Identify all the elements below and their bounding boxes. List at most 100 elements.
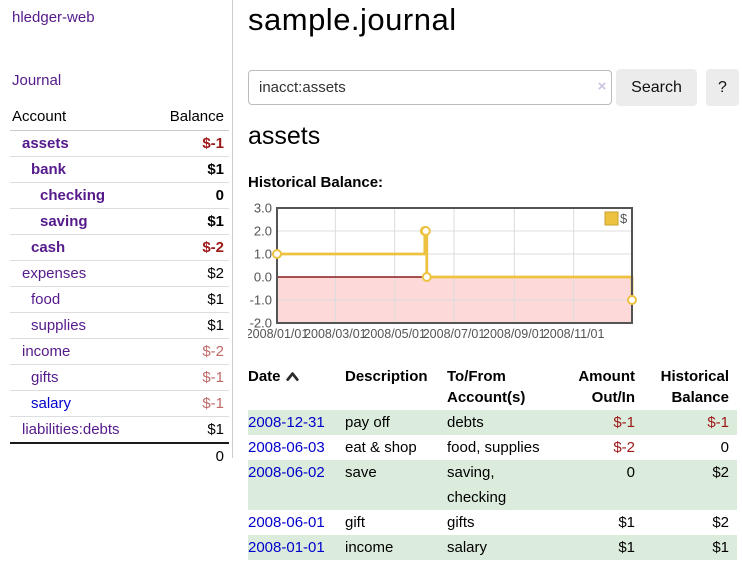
table-row: 2008-01-01 income salary $1 $1: [248, 535, 737, 560]
transaction-accounts: salary: [447, 539, 488, 556]
date-link[interactable]: 2008-12-31: [248, 414, 325, 431]
y-tick-label: 1.0: [254, 247, 272, 262]
transaction-balance: $2: [712, 464, 729, 481]
data-point-marker: [421, 272, 432, 282]
register-header-row: Date Description To/From Account(s) Amou…: [248, 364, 737, 410]
account-balance: $2: [150, 260, 229, 287]
transaction-description: eat & shop: [345, 439, 417, 456]
sidebar: hledger-web Journal Account Balance asse…: [0, 0, 233, 469]
transaction-balance: $-1: [707, 414, 729, 431]
x-tick-label: 2008/01/01: [248, 327, 308, 341]
account-link-bank[interactable]: bank: [31, 161, 67, 178]
amount-column-header: Amount Out/In: [578, 368, 635, 406]
transaction-accounts: gifts: [447, 514, 475, 531]
accounts-column-header: To/From Account(s): [447, 368, 526, 406]
transaction-description: gift: [345, 514, 366, 531]
y-tick-label: 0.0: [254, 270, 272, 285]
clear-search-icon[interactable]: ×: [597, 78, 607, 95]
account-link-expenses[interactable]: expenses: [22, 265, 87, 282]
account-link-food[interactable]: food: [31, 291, 61, 308]
plot-border: [276, 207, 633, 324]
account-row: assets $-1: [10, 131, 229, 157]
y-tick-label: -2.0: [250, 316, 272, 331]
account-link-salary[interactable]: salary: [31, 395, 72, 412]
data-point-marker: [627, 295, 637, 305]
account-row: gifts $-1: [10, 364, 229, 391]
transaction-accounts: food, supplies: [447, 439, 540, 456]
account-row: bank $1: [10, 156, 229, 183]
search-input[interactable]: [248, 70, 612, 105]
account-row: liabilities:debts $1: [10, 416, 229, 443]
account-balance: $1: [150, 208, 229, 235]
accounts-rows: assets $-1 bank $1 checking 0 saving $1 cash $-2 e…: [10, 131, 229, 443]
account-balance: $-2: [150, 338, 229, 365]
account-balance: $-1: [150, 390, 229, 417]
account-balance: $-1: [202, 135, 224, 152]
transaction-amount: $1: [618, 514, 635, 531]
account-row: income $-2: [10, 338, 229, 365]
historical-balance-chart: 3.0 2.0 1.0 0.0 -1.0 -2.02008/01/012008/03/01…: [246, 201, 637, 341]
page-title: sample.journal: [248, 2, 457, 37]
table-row: 2008-06-03 eat & shop food, supplies $-2 0: [248, 435, 737, 460]
account-link-assets[interactable]: assets: [22, 135, 69, 152]
register-rows: 2008-12-31 pay off debts $-1 $-1 2008-06-03 ea…: [248, 410, 737, 560]
account-row: food $1: [10, 286, 229, 313]
y-tick-label: 2.0: [254, 224, 272, 239]
x-tick-label: 2008/03/01: [304, 327, 367, 341]
main-content: sample.journal × Search ? assets Histori…: [246, 0, 742, 582]
account-link-checking[interactable]: checking: [40, 187, 106, 204]
x-tick-label: 2008/09/01: [483, 327, 546, 341]
account-link-cash[interactable]: cash: [31, 239, 66, 256]
account-link-supplies[interactable]: supplies: [31, 317, 87, 334]
y-tick-label: -1.0: [250, 293, 272, 308]
total-spacer: [10, 442, 151, 469]
table-row: 2008-12-31 pay off debts $-1 $-1: [248, 410, 737, 435]
account-balance: $1: [150, 312, 229, 339]
transaction-amount: $-2: [613, 439, 635, 456]
date-header-label: Date: [248, 368, 281, 385]
transaction-amount: $-1: [613, 414, 635, 431]
transaction-balance: 0: [720, 439, 729, 456]
date-link[interactable]: 2008-01-01: [248, 539, 325, 556]
date-column-header[interactable]: Date: [248, 364, 345, 410]
account-column-header: Account: [10, 104, 151, 131]
account-link-saving[interactable]: saving: [40, 213, 88, 230]
transaction-balance: $2: [712, 514, 729, 531]
help-button[interactable]: ?: [706, 69, 739, 106]
account-balance: $1: [150, 416, 229, 443]
transaction-amount: $1: [618, 539, 635, 556]
data-point-marker: [420, 226, 431, 236]
date-link[interactable]: 2008-06-02: [248, 464, 325, 481]
account-balance: $1: [150, 156, 229, 183]
balance-column-header-register: Historical Balance: [660, 368, 729, 406]
account-link-gifts[interactable]: gifts: [31, 369, 59, 386]
search-form: × Search ?: [248, 69, 742, 109]
transaction-accounts: saving, checking: [447, 464, 507, 506]
legend-swatch: [604, 211, 619, 226]
date-link[interactable]: 2008-06-01: [248, 514, 325, 531]
account-row: supplies $1: [10, 312, 229, 339]
account-row: expenses $2: [10, 260, 229, 287]
sidebar-item-journal[interactable]: Journal: [12, 72, 62, 89]
accounts-table: Account Balance assets $-1 bank $1 checking 0…: [10, 104, 229, 469]
table-row: 2008-06-02 save saving, checking 0 $2: [248, 460, 737, 510]
transaction-description: income: [345, 539, 394, 556]
legend-label: $: [620, 211, 628, 226]
search-button[interactable]: Search: [616, 69, 697, 106]
accounts-total-row: 0: [10, 442, 229, 469]
table-row: 2008-06-01 gift gifts $1 $2: [248, 510, 737, 535]
date-link[interactable]: 2008-06-03: [248, 439, 325, 456]
accounts-header-row: Account Balance: [10, 104, 229, 131]
account-balance: $-2: [150, 234, 229, 261]
transaction-balance: $1: [712, 539, 729, 556]
data-point-marker: [272, 249, 282, 259]
transaction-description: pay off: [345, 414, 390, 431]
account-link-liabilities-debts[interactable]: liabilities:debts: [22, 421, 120, 438]
x-tick-label: 2008/11/01: [543, 327, 605, 341]
transaction-accounts: debts: [447, 414, 484, 431]
account-link-income[interactable]: income: [22, 343, 71, 360]
account-heading: assets: [248, 122, 321, 150]
app-brand-link[interactable]: hledger-web: [12, 9, 95, 26]
register-section: Date Description To/From Account(s) Amou…: [248, 364, 737, 560]
account-row: salary $-1: [10, 390, 229, 417]
